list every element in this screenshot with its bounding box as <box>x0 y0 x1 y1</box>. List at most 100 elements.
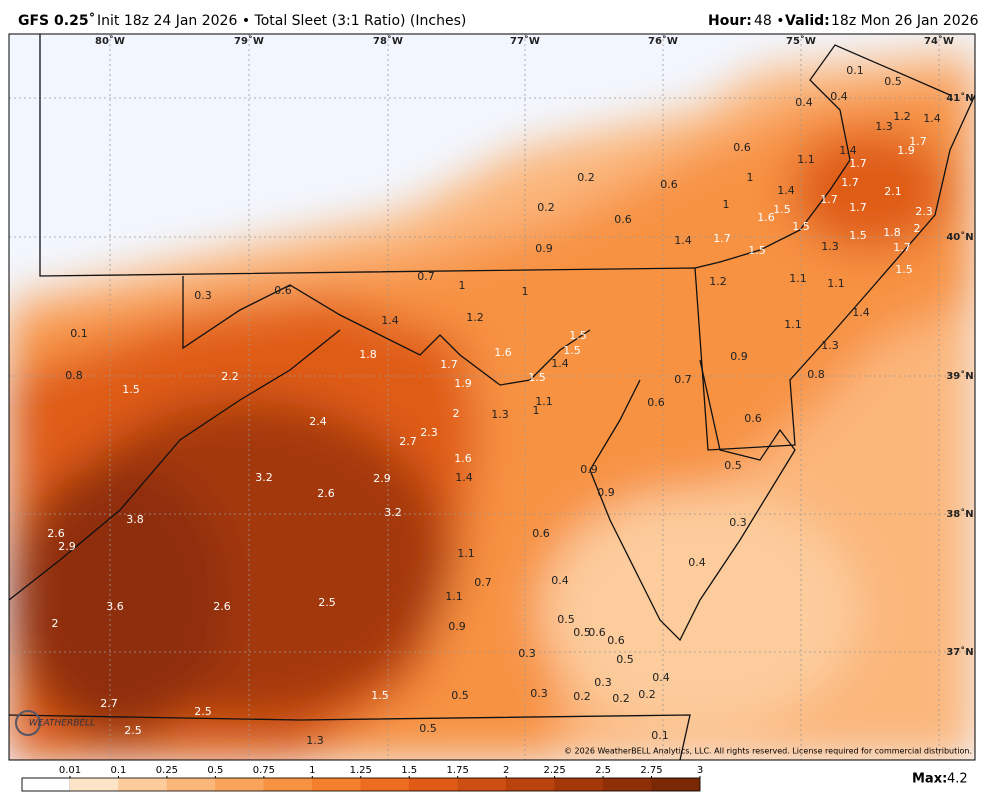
point-value: 0.2 <box>577 171 595 184</box>
point-value: 1.2 <box>893 110 911 123</box>
point-value: 0.9 <box>597 486 615 499</box>
logo: WEATHERBELL <box>15 710 95 736</box>
description: Init 18z 24 Jan 2026 • Total Sleet (3:1 … <box>97 13 466 29</box>
point-value: 1.5 <box>895 263 913 276</box>
copyright: © 2026 WeatherBELL Analytics, LLC. All r… <box>564 747 972 756</box>
point-value: 1.4 <box>852 306 870 319</box>
point-value: 2.5 <box>318 596 336 609</box>
point-value: 0.6 <box>660 178 678 191</box>
point-value: 0.5 <box>419 722 437 735</box>
point-value: 0.5 <box>616 653 634 666</box>
point-value: 3.2 <box>255 471 273 484</box>
point-value: 1.7 <box>909 135 927 148</box>
point-value: 0.4 <box>652 671 670 684</box>
colorbar-tick-label: 2.75 <box>640 765 662 776</box>
point-value: 2.7 <box>399 435 417 448</box>
point-value: 0.2 <box>573 690 591 703</box>
point-value: 1.7 <box>893 241 911 254</box>
point-value: 1.3 <box>821 339 839 352</box>
point-value: 2.5 <box>124 724 142 737</box>
valid: 18z Mon 26 Jan 2026 <box>831 13 979 29</box>
colorbar-swatch <box>554 777 604 792</box>
colorbar-swatch <box>408 777 458 792</box>
point-value: 0.9 <box>448 620 466 633</box>
point-value: 0.2 <box>638 688 656 701</box>
longitude-label: 76˚W <box>648 35 678 47</box>
latitude-label: 39˚N <box>946 370 973 382</box>
point-value: 1.4 <box>923 112 941 125</box>
point-value: 1.5 <box>748 244 766 257</box>
point-value: 0.3 <box>729 516 747 529</box>
colorbar-swatch <box>651 777 701 792</box>
point-value: 3.6 <box>106 600 124 613</box>
point-value: 2.6 <box>213 600 231 613</box>
axis-labels: 80˚W 79˚W 78˚W 77˚W 76˚W 75˚W 74˚W 41˚N 40˚N 39˚N… <box>95 35 974 658</box>
colorbar-tick-label: 2.5 <box>595 765 611 776</box>
point-value: 1.7 <box>849 201 867 214</box>
point-value: 1.1 <box>797 153 815 166</box>
point-value: 1.1 <box>535 395 553 408</box>
longitude-label: 79˚W <box>234 35 264 47</box>
point-value: 0.7 <box>417 270 435 283</box>
point-value: 0.5 <box>451 689 469 702</box>
longitude-label: 75˚W <box>786 35 816 47</box>
point-value: 1.4 <box>777 184 795 197</box>
point-value: 1.3 <box>821 240 839 253</box>
colorbar-swatch <box>602 777 652 792</box>
longitude-label: 77˚W <box>510 35 540 47</box>
colorbar-swatch <box>457 777 507 792</box>
point-value: 1.5 <box>569 329 587 342</box>
hour: 48 • <box>754 13 785 29</box>
point-value: 0.6 <box>532 527 550 540</box>
point-value: 0.6 <box>733 141 751 154</box>
latitude-label: 41˚N <box>946 92 973 104</box>
point-value: 0.5 <box>557 613 575 626</box>
point-value: 0.8 <box>807 368 825 381</box>
point-value: 0.6 <box>274 284 292 297</box>
point-value: 1.7 <box>849 157 867 170</box>
point-value: 1.1 <box>827 277 845 290</box>
point-value: 1.7 <box>820 193 838 206</box>
point-value: 0.1 <box>70 327 88 340</box>
point-value: 1 <box>533 404 540 417</box>
point-value: 1.1 <box>784 318 802 331</box>
point-value: 0.6 <box>588 626 606 639</box>
colorbar-tick-label: 0.75 <box>253 765 275 776</box>
point-value: 0.6 <box>647 396 665 409</box>
point-value: 2 <box>914 222 921 235</box>
point-value: 2.6 <box>47 527 65 540</box>
point-value: 0.9 <box>730 350 748 363</box>
colorbar-swatch <box>263 777 313 792</box>
colorbar-tick-label: 1.25 <box>350 765 372 776</box>
colorbar-tick-label: 0.01 <box>59 765 81 776</box>
point-value: 0.2 <box>537 201 555 214</box>
point-value: 0.9 <box>535 242 553 255</box>
colorbar-swatch <box>21 777 71 792</box>
point-value: 2.4 <box>309 415 327 428</box>
point-value: 2 <box>453 407 460 420</box>
point-value: 0.8 <box>65 369 83 382</box>
colorbar-swatch <box>166 777 216 792</box>
point-value: 1.5 <box>792 220 810 233</box>
colorbar-tick-label: 1.75 <box>447 765 469 776</box>
point-value: 0.3 <box>594 676 612 689</box>
colorbar-tick-label: 2.25 <box>543 765 565 776</box>
point-value: 1.5 <box>563 344 581 357</box>
max-value: 4.2 <box>947 772 968 787</box>
point-value: 2 <box>52 617 59 630</box>
point-value: 1.5 <box>122 383 140 396</box>
point-value: 1.6 <box>454 452 472 465</box>
point-value: 1.1 <box>457 547 475 560</box>
colorbar-tick-label: 0.25 <box>156 765 178 776</box>
point-value: 0.1 <box>651 729 669 742</box>
point-value: 0.7 <box>674 373 692 386</box>
point-value: 0.3 <box>194 289 212 302</box>
point-value: 1.7 <box>440 358 458 371</box>
point-value: 1.6 <box>757 211 775 224</box>
point-value: 1.3 <box>875 120 893 133</box>
point-value: 2.3 <box>420 426 438 439</box>
point-value: 1 <box>747 171 754 184</box>
point-value: 0.6 <box>744 412 762 425</box>
colorbar-swatch <box>118 777 168 792</box>
